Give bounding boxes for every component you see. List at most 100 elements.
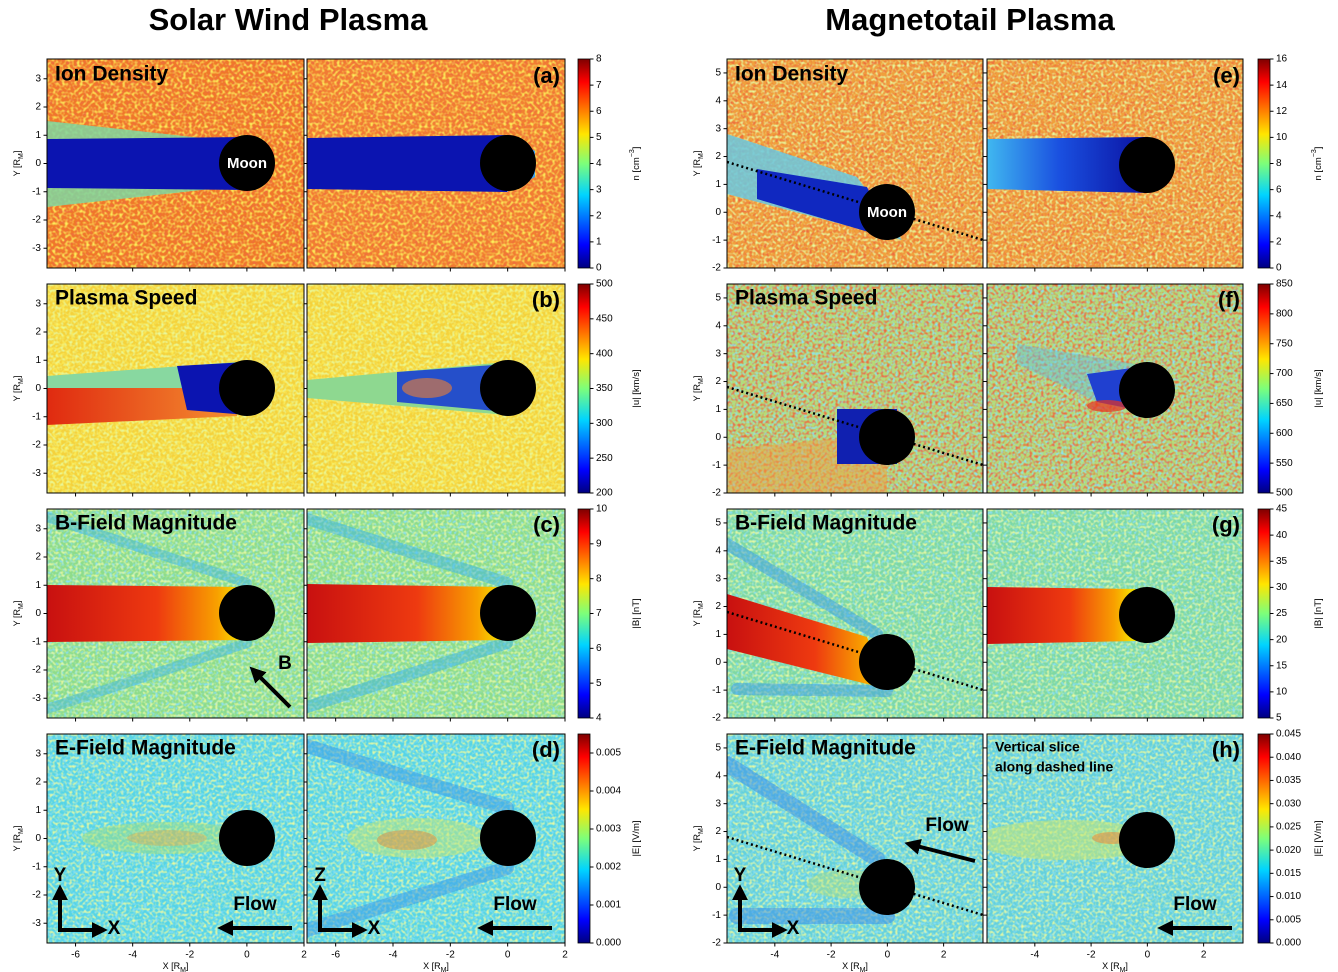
- moon-label: Moon: [867, 204, 907, 221]
- y-tick-label: 5: [715, 743, 721, 754]
- group-title: Solar Wind Plasma: [149, 2, 429, 37]
- colorbar-tick-label: 0.005: [1276, 914, 1301, 925]
- wake-region: [47, 638, 252, 714]
- moon: [859, 409, 915, 465]
- colorbar-tick-label: 10: [1276, 132, 1288, 143]
- colorbar-tick-label: 14: [1276, 80, 1288, 91]
- wake-region: [47, 585, 247, 642]
- colorbar-tick-label: 40: [1276, 530, 1288, 541]
- y-tick-label: -2: [32, 215, 41, 226]
- panel-frame: [726, 508, 984, 719]
- x-tick-label: -4: [1030, 950, 1039, 961]
- colorbar-tick-label: 2: [596, 210, 602, 221]
- panel-frame: [726, 733, 984, 944]
- y-axis-label-tail: ]: [692, 826, 702, 829]
- colorbar-tick-label: 1: [596, 237, 602, 248]
- y-tick-label: 0: [715, 657, 721, 668]
- colorbar-tick-label: 550: [1276, 458, 1293, 469]
- colorbar-label: |E| [V/m]: [631, 820, 642, 856]
- colorbar-tick-label: 0.040: [1276, 752, 1301, 763]
- y-tick-label: 2: [35, 777, 41, 788]
- colorbar-tick-label: 3: [596, 184, 602, 195]
- panel-frame: [986, 508, 1244, 719]
- field-label: B: [278, 653, 292, 674]
- plot-panel: [987, 59, 1243, 268]
- wake-region: [987, 587, 1137, 644]
- axis-arrow-label: Y: [734, 865, 747, 886]
- y-tick-label: -2: [712, 488, 721, 499]
- panel-tag: (f): [1218, 287, 1240, 312]
- colorbar-label-text: |E| [V/m]: [631, 820, 642, 856]
- y-axis-label-text: Y [R: [692, 384, 702, 402]
- panel-title: Plasma Speed: [735, 287, 877, 310]
- y-tick-label: -1: [712, 910, 721, 921]
- wake-region: [377, 830, 437, 850]
- annotations: Solar Wind Plasma Magnetotail Plasma Ion…: [52, 2, 1240, 939]
- wake-region: [307, 739, 514, 815]
- y-axis-label-sub: M: [18, 603, 25, 609]
- panel-tag: (g): [1212, 512, 1240, 537]
- moon: [480, 135, 536, 191]
- x-tick-label: -2: [827, 950, 836, 961]
- y-tick-label: -2: [32, 665, 41, 676]
- y-axis-label-text: Y [R: [692, 609, 702, 627]
- y-axis-label: Y [RM]: [692, 151, 704, 177]
- moon: [1119, 812, 1175, 868]
- y-axis-label: Y [RM]: [692, 826, 704, 852]
- y-tick-label: 0: [35, 383, 41, 394]
- x-axis-label-sub: M: [441, 967, 447, 972]
- colorbar-tick-label: 5: [596, 132, 602, 143]
- y-tick-label: 2: [715, 601, 721, 612]
- wake-region: [307, 513, 513, 589]
- colorbar-tick-label: 5: [596, 678, 602, 689]
- x-tick-label: 0: [885, 950, 891, 961]
- axis-arrow-label: Z: [314, 865, 326, 886]
- y-tick-label: 0: [715, 432, 721, 443]
- axis-arrow-label: X: [368, 918, 381, 939]
- colorbar-label: n [cm−3]: [629, 147, 642, 181]
- moon: [480, 585, 536, 641]
- plot-panel: [987, 284, 1243, 493]
- x-tick-label: 2: [1201, 950, 1207, 961]
- colorbar-tick-label: 8: [596, 573, 602, 584]
- colorbar-tick-label: 850: [1276, 279, 1293, 290]
- colorbar: [1257, 58, 1271, 269]
- colorbar-label-text: n [cm: [631, 157, 642, 180]
- colorbar-tick-label: 45: [1276, 504, 1288, 515]
- x-tick-label: -4: [128, 950, 137, 961]
- colorbar-label-sup: −3: [629, 149, 636, 157]
- y-axis-label-sub: M: [18, 153, 25, 159]
- colorbar-tick-label: 0.010: [1276, 891, 1301, 902]
- colorbar-tick-label: 700: [1276, 368, 1293, 379]
- wake-region: [731, 683, 893, 697]
- y-tick-label: 4: [715, 95, 721, 106]
- panel-tag: (h): [1212, 737, 1240, 762]
- colorbar-tick-label: 650: [1276, 398, 1293, 409]
- y-tick-label: 5: [715, 293, 721, 304]
- y-axis-label-sub: M: [18, 828, 25, 834]
- colorbar-tick-label: 4: [596, 158, 602, 169]
- moon: [1119, 362, 1175, 418]
- y-axis-label-tail: ]: [692, 601, 702, 604]
- flow-label: Flow: [493, 894, 536, 915]
- moon: [480, 810, 536, 866]
- y-tick-label: 2: [715, 376, 721, 387]
- x-axis-label-sub: M: [180, 967, 186, 972]
- colorbar-tick-label: 0: [1276, 263, 1282, 274]
- y-axis-label-tail: ]: [692, 151, 702, 154]
- y-axis-label-tail: ]: [12, 826, 22, 829]
- y-tick-label: 3: [715, 123, 721, 134]
- x-tick-label: -6: [71, 950, 80, 961]
- slice-note: Vertical slice: [995, 739, 1080, 755]
- colorbar-tick-label: 7: [596, 608, 602, 619]
- x-tick-label: -2: [446, 950, 455, 961]
- flow-label: Flow: [233, 894, 276, 915]
- moon: [480, 360, 536, 416]
- wake-region: [307, 135, 507, 192]
- colorbar-tick-label: 250: [596, 453, 613, 464]
- x-axis-label-tail: ]: [865, 961, 868, 971]
- x-tick-label: 2: [562, 950, 568, 961]
- colorbar-tick-label: 2: [1276, 237, 1282, 248]
- colorbar: [1257, 508, 1271, 719]
- wake-region: [127, 830, 207, 846]
